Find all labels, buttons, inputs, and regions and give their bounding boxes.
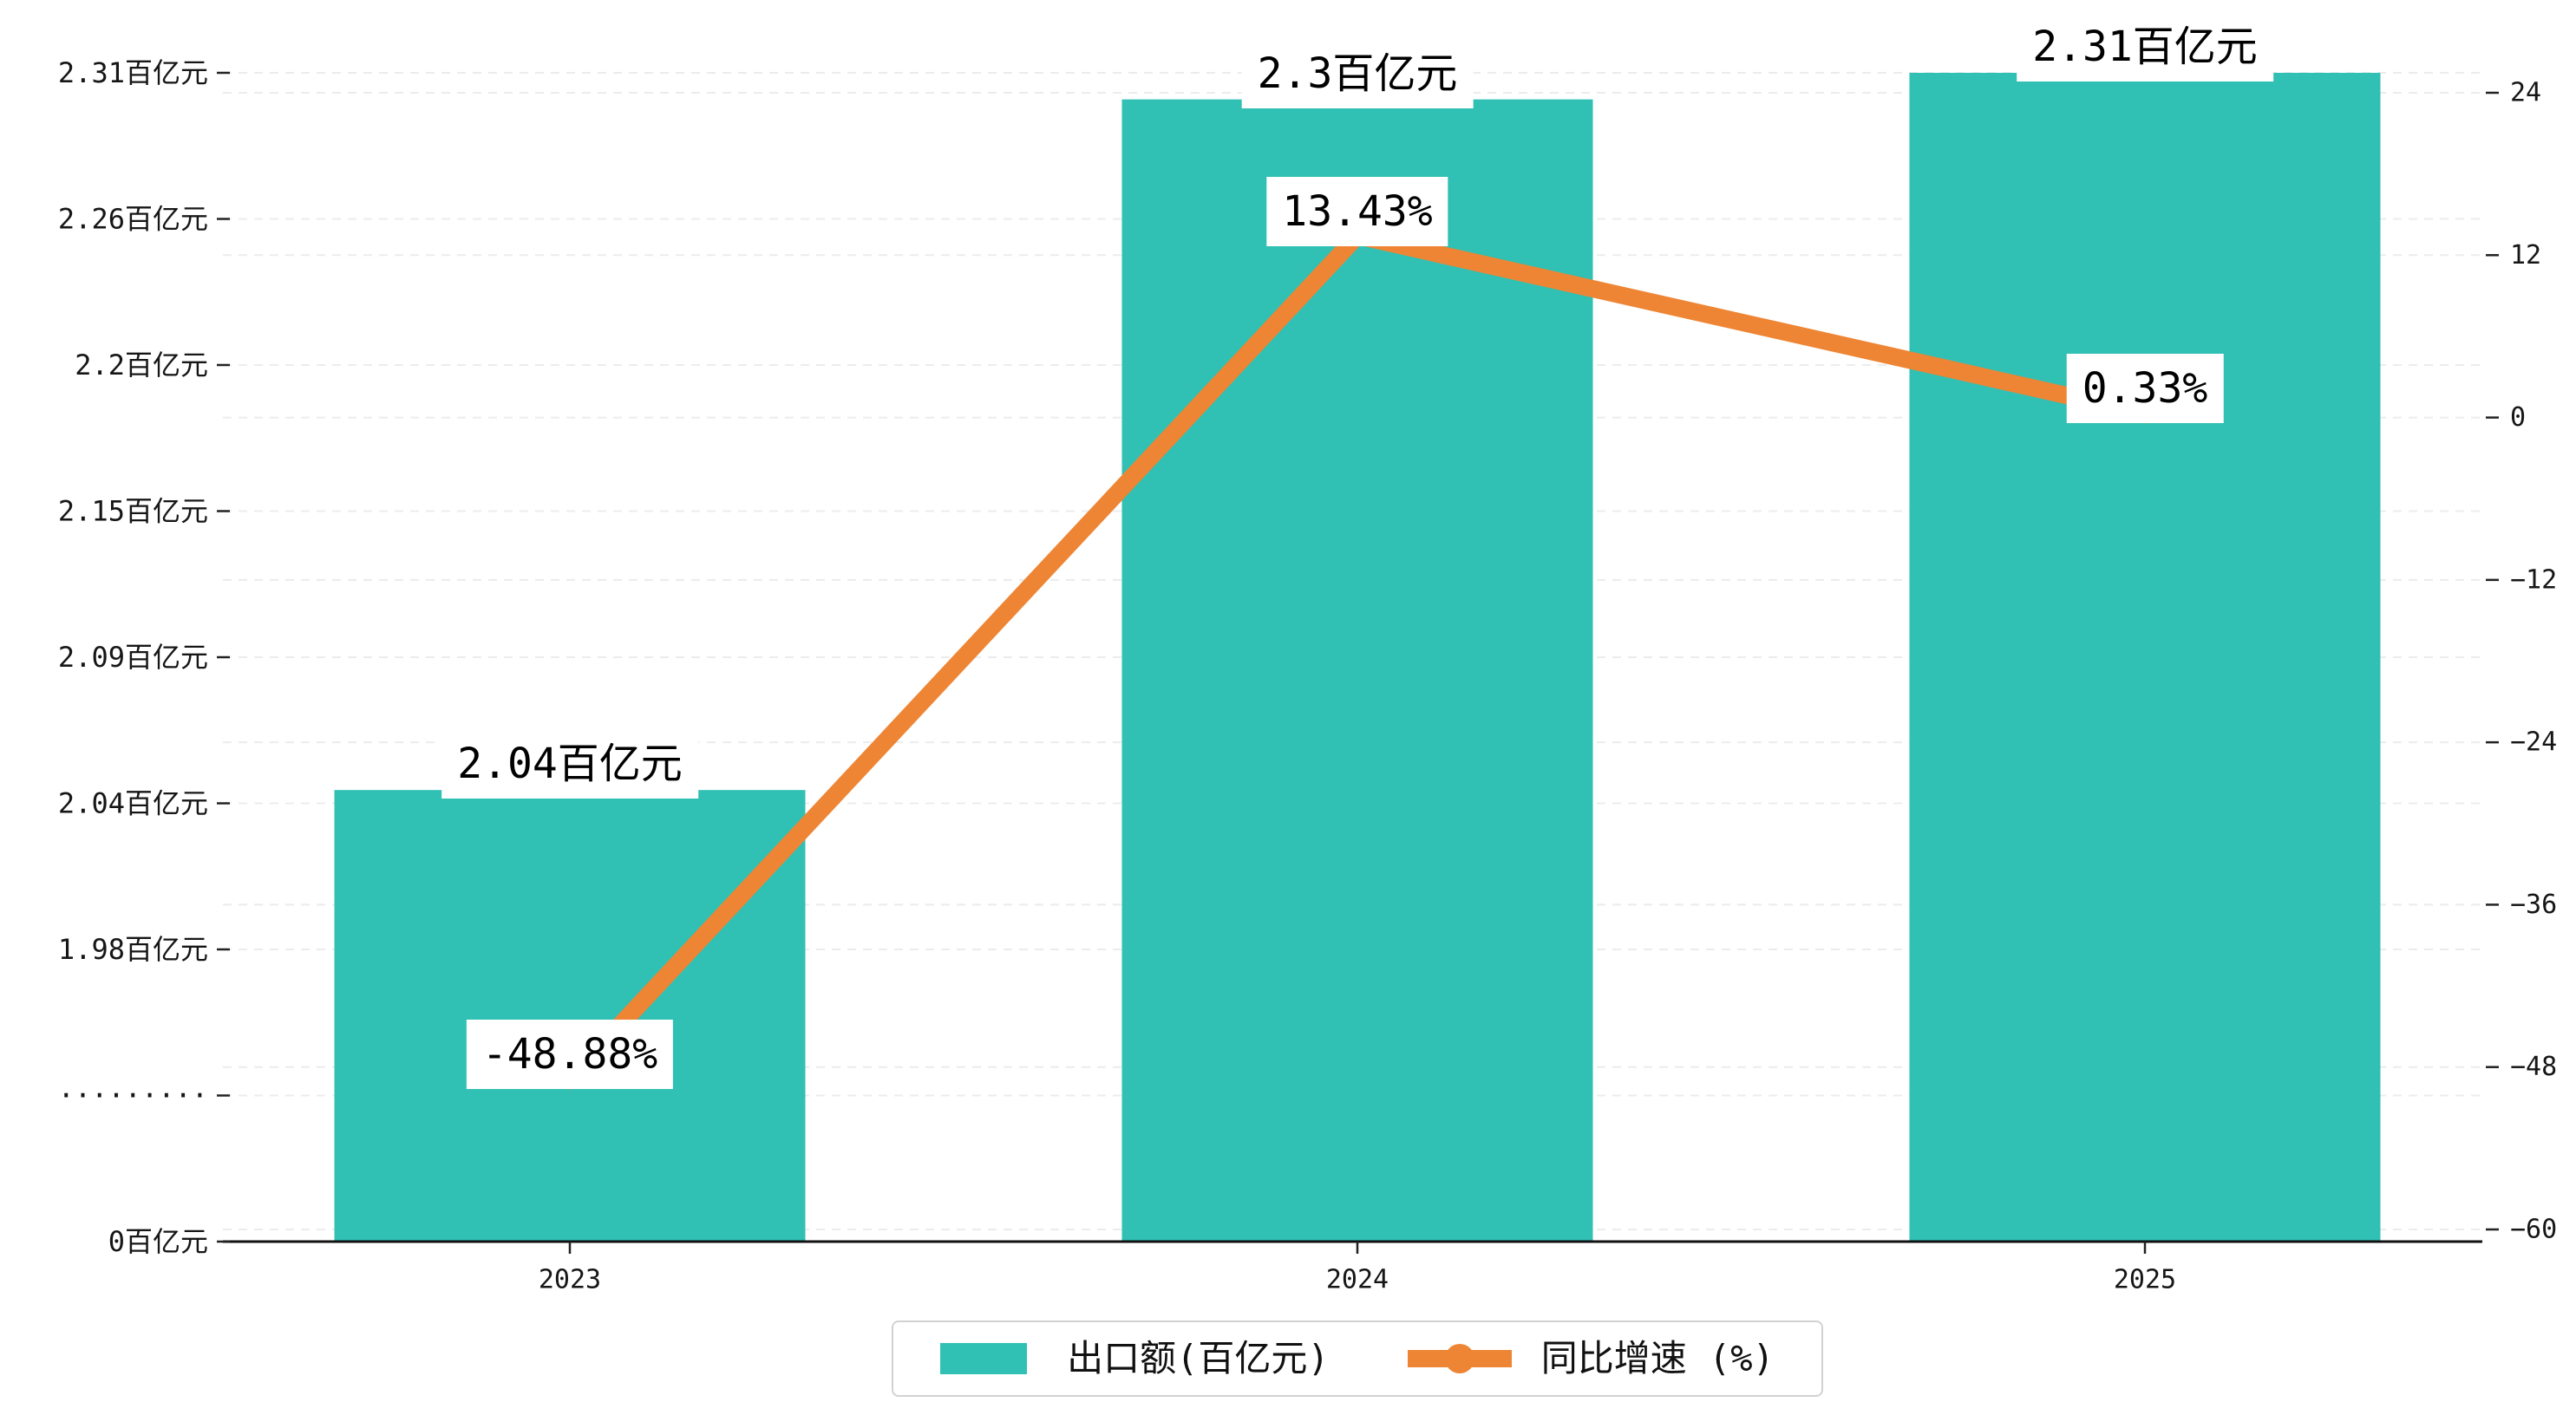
y-right-tick-label: −48 bbox=[2510, 1052, 2557, 1082]
bar-2024 bbox=[1121, 99, 1593, 1242]
y-right-tick-label: −12 bbox=[2510, 564, 2557, 595]
bar-series bbox=[334, 73, 2381, 1242]
y-left-tick-label: 0百亿元 bbox=[108, 1225, 208, 1258]
x-tick-label: 2025 bbox=[2114, 1265, 2176, 1295]
bar-value-label: 2.04百亿元 bbox=[441, 729, 698, 799]
legend-label-export: 出口额(百亿元) bbox=[1067, 1337, 1330, 1379]
y-left-tick-label: 2.09百亿元 bbox=[58, 641, 208, 674]
legend-bar-swatch bbox=[940, 1343, 1028, 1374]
x-tick-label: 2024 bbox=[1326, 1265, 1389, 1295]
y-left-tick-label: 2.15百亿元 bbox=[58, 495, 208, 528]
y-left-tick-label: ········· bbox=[58, 1079, 208, 1112]
y-right-tick-label: 24 bbox=[2510, 78, 2541, 108]
growth-value-label: 0.33% bbox=[2066, 354, 2224, 424]
y-left-tick-label: 2.31百亿元 bbox=[58, 56, 208, 89]
y-left-tick-label: 1.98百亿元 bbox=[58, 933, 208, 966]
x-tick-label: 2023 bbox=[539, 1265, 601, 1295]
bar-2025 bbox=[1909, 73, 2381, 1242]
bar-value-label: 2.3百亿元 bbox=[1241, 38, 1474, 108]
y-left-tick-label: 2.04百亿元 bbox=[58, 787, 208, 820]
y-right-tick-label: 12 bbox=[2510, 240, 2541, 271]
legend: 出口额(百亿元) 同比增速 (%) bbox=[892, 1320, 1823, 1397]
growth-value-label: -48.88% bbox=[466, 1020, 674, 1090]
y-right-tick-label: −36 bbox=[2510, 890, 2557, 920]
legend-label-growth: 同比增速 (%) bbox=[1540, 1337, 1775, 1379]
growth-value-label: 13.43% bbox=[1266, 176, 1448, 246]
bar-value-label: 2.31百亿元 bbox=[2017, 12, 2273, 82]
bar-2023 bbox=[334, 790, 806, 1242]
y-right-tick-label: −24 bbox=[2510, 727, 2557, 758]
y-right-tick-label: 0 bbox=[2510, 402, 2526, 433]
axes: 0百亿元 ········· 1.98百亿元 2.04百亿元 2.09百亿元 2.15百亿… bbox=[58, 56, 2558, 1295]
y-right-tick-label: −60 bbox=[2510, 1215, 2557, 1245]
y-left-tick-label: 2.2百亿元 bbox=[75, 349, 208, 381]
legend-line-swatch bbox=[1407, 1344, 1512, 1373]
y-left-tick-label: 2.26百亿元 bbox=[58, 203, 208, 236]
